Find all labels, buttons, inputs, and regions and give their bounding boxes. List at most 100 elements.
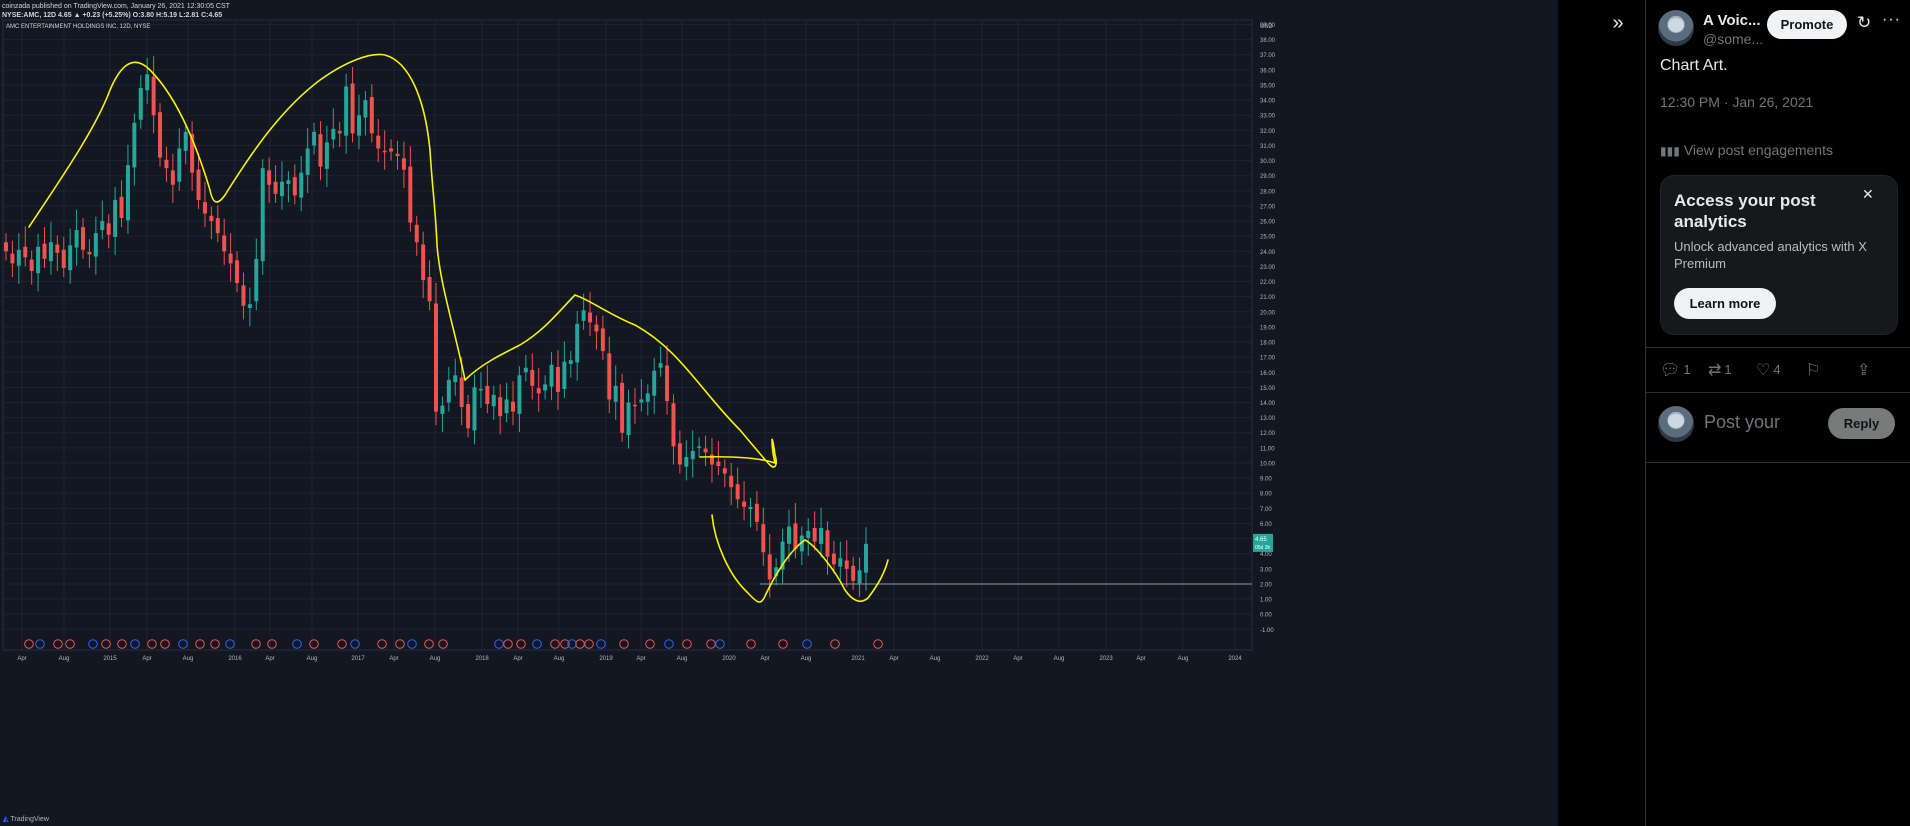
candle-body [196,169,201,200]
candle-body [132,122,137,168]
reply-button[interactable]: Reply [1828,408,1895,439]
y-tick-label: 13.00 [1260,416,1276,422]
close-icon[interactable]: ✕ [1862,186,1874,202]
candle-body [639,399,644,403]
x-tick-label: Aug [1178,656,1189,662]
y-tick-label: 32.00 [1260,129,1276,135]
event-marker [424,639,434,649]
candle-body [671,403,676,447]
event-marker [101,639,111,649]
y-tick-label: 27.00 [1260,204,1276,210]
y-tick-label: 9.00 [1260,477,1272,483]
bookmark-action[interactable]: ⚐ [1806,360,1823,380]
y-tick-label: 1.00 [1260,598,1272,604]
candle-body [575,323,580,363]
share-action[interactable]: ⇪ [1857,360,1873,380]
candle-body [119,196,124,219]
post-actions: 💬︎ 1 ⇄ 1 ♡ 4 ⚐ ⇪ [1646,347,1910,393]
candle-body [511,401,516,412]
event-marker [210,639,220,649]
candle-body [170,170,175,185]
event-marker [516,639,526,649]
candle-body [517,375,522,414]
author-handle[interactable]: @some... [1703,31,1764,47]
candle-body [530,369,535,386]
candle-body [434,303,438,412]
candle-body [16,249,21,266]
reply-action[interactable]: 💬︎ 1 [1660,360,1691,380]
event-marker [147,639,157,649]
x-tick-label: Apr [142,656,151,662]
y-tick-label: 37.00 [1260,53,1276,59]
hand-drawn-curve [464,294,777,468]
x-tick-label: 2023 [1099,656,1113,662]
analytics-title: Access your post analytics [1674,191,1816,231]
x-tick-label: 2024 [1228,656,1242,662]
author-avatar[interactable] [1658,10,1694,46]
candle-body [864,543,868,573]
event-marker [438,639,448,649]
event-marker [873,639,883,649]
candle-body [555,366,560,392]
event-marker [830,639,840,649]
more-options-icon[interactable]: ··· [1882,11,1901,28]
repost-action[interactable]: ⇄ 1 [1708,360,1732,380]
author-name[interactable]: A Voic... [1703,12,1761,29]
candle-body [844,560,849,569]
reply-input[interactable]: Post your [1704,412,1781,432]
candle-body [645,393,650,402]
post-timestamp[interactable]: 12:30 PM · Jan 26, 2021 [1660,94,1814,110]
candle-body [478,388,483,391]
candle-body [658,363,663,368]
candle-body [183,131,188,151]
candle-body [600,328,605,352]
candle-body [318,134,323,167]
x-tick-label: Apr [389,656,398,662]
candle-body [767,554,772,580]
candle-body [376,135,381,149]
candle-body [690,450,695,460]
y-tick-label: 31.00 [1260,144,1276,150]
candle-body [427,277,432,302]
view-engagements-link[interactable]: ▮▮▮ View post engagements [1660,142,1833,158]
candle-body [440,405,445,414]
candle-body [562,361,567,389]
candle-body [408,166,413,223]
event-marker [35,639,45,649]
y-tick-label: 34.00 [1260,99,1276,105]
candle-body [222,235,227,252]
candle-body [395,153,400,157]
candle-body [677,443,682,465]
x-tick-label: Aug [307,656,318,662]
y-tick-label: 35.00 [1260,83,1276,89]
candle-body [774,567,779,577]
candle-body [363,100,368,118]
candle-body [523,367,528,373]
y-tick-label: 29.00 [1260,174,1276,180]
grok-refresh-icon[interactable]: ↻ [1857,13,1872,32]
candle-body [498,397,503,417]
candle-body [389,148,394,152]
learn-more-button[interactable]: Learn more [1674,288,1776,319]
y-tick-label: 3.00 [1260,567,1272,573]
candle-body [267,170,272,185]
candle-body [350,83,355,134]
heart-icon: ♡ [1756,362,1771,379]
expand-chevrons-icon[interactable]: » [1612,12,1624,34]
candle-body [812,527,817,542]
candle-body [369,97,374,134]
candle-body [138,88,143,120]
like-action[interactable]: ♡ 4 [1756,360,1781,380]
chart-screenshot: 39.00 38.00 37.00 36.00 35.00 34.00 33.00 32.00… [0,0,1558,826]
symbol-title: AMC ENTERTAINMENT HOLDINGS INC, 12D, NYS… [6,24,150,30]
x-tick-label: 2015 [103,656,117,662]
event-marker [407,639,417,649]
candle-body [466,404,471,429]
event-marker [494,639,504,649]
candle-body [620,382,625,433]
candle-body [581,310,586,321]
promote-button[interactable]: Promote [1767,10,1847,39]
event-marker [596,639,606,649]
y-tick-label: 36.00 [1260,68,1276,74]
candle-body [613,385,618,402]
